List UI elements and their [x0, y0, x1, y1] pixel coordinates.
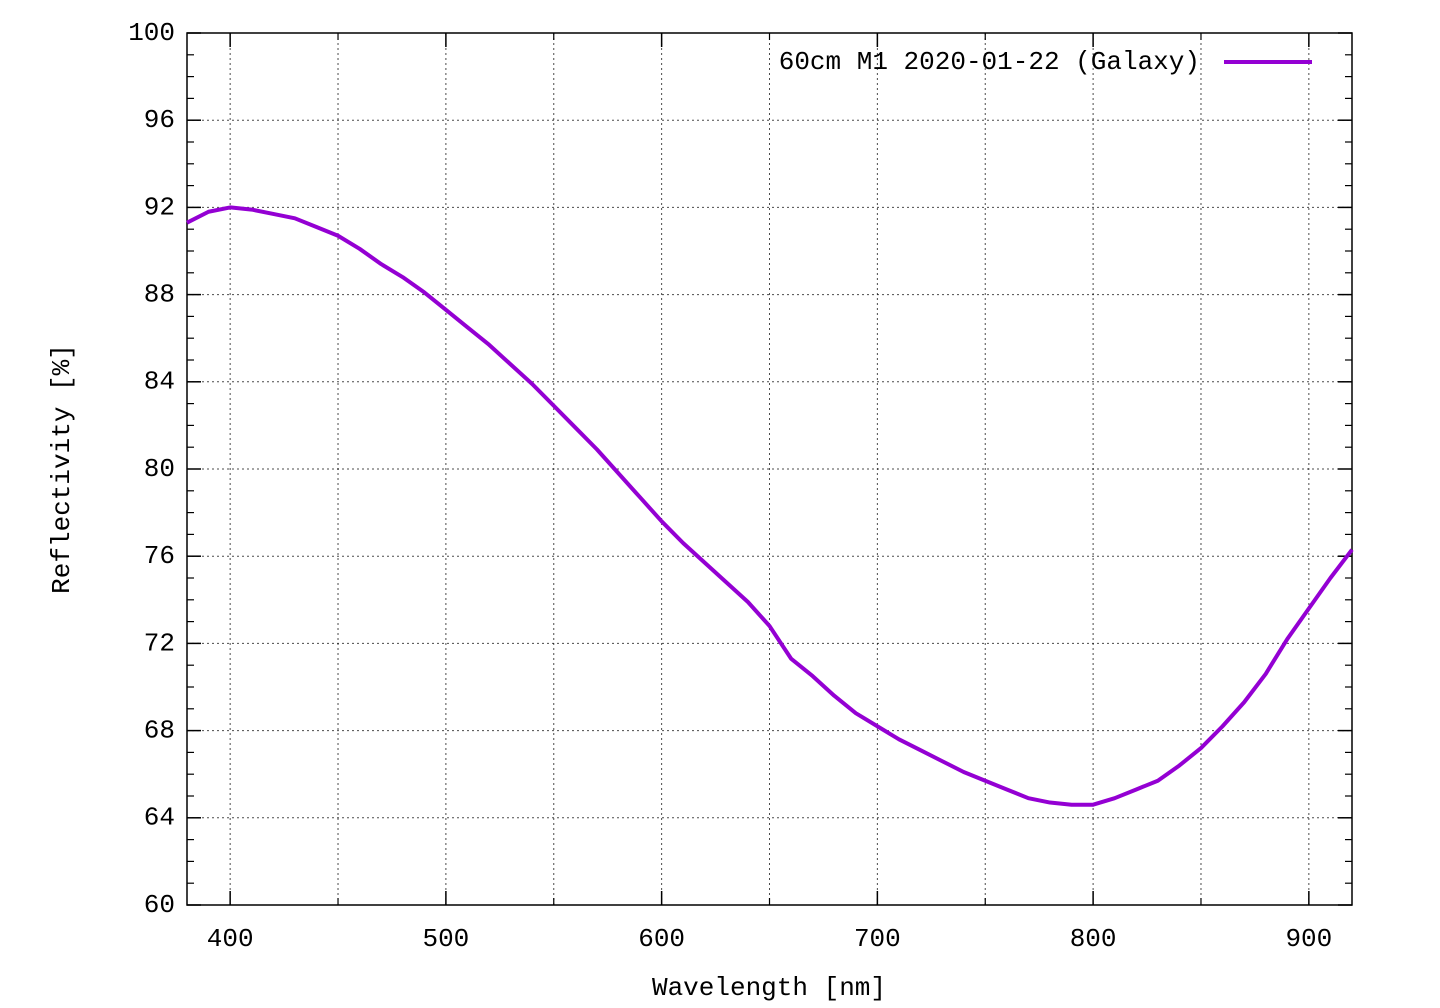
- y-tick-label: 84: [144, 367, 175, 397]
- y-tick-label: 92: [144, 192, 175, 222]
- x-tick-label: 900: [1285, 924, 1332, 954]
- x-axis-label: Wavelength [nm]: [652, 973, 886, 1003]
- y-tick-label: 76: [144, 541, 175, 571]
- y-tick-label: 100: [128, 18, 175, 48]
- y-tick-label: 80: [144, 454, 175, 484]
- x-tick-label: 800: [1070, 924, 1117, 954]
- y-tick-label: 64: [144, 803, 175, 833]
- y-axis-label: Reflectivity [%]: [47, 344, 77, 594]
- data-line: [186, 205, 1354, 807]
- y-tick-label: 88: [144, 279, 175, 309]
- x-tick-label: 400: [207, 924, 254, 954]
- legend-label: 60cm M1 2020-01-22 (Galaxy): [779, 47, 1200, 77]
- y-tick-label: 68: [144, 715, 175, 745]
- y-tick-label: 96: [144, 105, 175, 135]
- y-tick-label: 60: [144, 890, 175, 920]
- x-tick-label: 500: [422, 924, 469, 954]
- plot-frame: [186, 32, 1353, 906]
- x-tick-label: 600: [638, 924, 685, 954]
- x-tick-label: 700: [854, 924, 901, 954]
- y-tick-label: 72: [144, 628, 175, 658]
